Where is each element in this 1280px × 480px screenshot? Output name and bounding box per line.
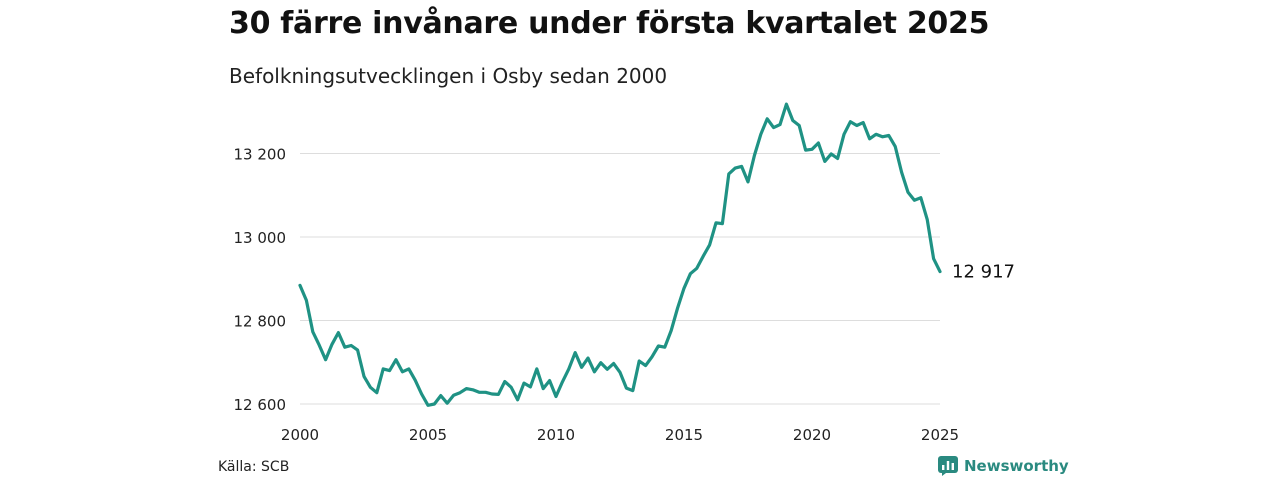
gridlines xyxy=(300,152,940,405)
y-tick-label: 13 200 xyxy=(234,145,287,163)
y-tick-label: 12 800 xyxy=(234,312,287,330)
chart-title: 30 färre invånare under första kvartalet… xyxy=(229,6,990,41)
x-axis-tick-labels: 2000 2005 2010 2015 2020 2025 xyxy=(281,426,959,444)
end-value-label: 12 917 xyxy=(952,262,1015,283)
x-tick-label: 2010 xyxy=(537,426,575,444)
x-tick-label: 2000 xyxy=(281,426,319,444)
y-axis-tick-labels: 12 600 12 800 13 000 13 200 xyxy=(234,145,287,414)
x-tick-label: 2025 xyxy=(921,426,959,444)
series-layer xyxy=(298,102,942,407)
source-note: Källa: SCB xyxy=(218,459,290,475)
newsworthy-logo-icon xyxy=(938,456,958,476)
brand-logo: Newsworthy xyxy=(938,456,1069,476)
end-value-layer: 12 917 xyxy=(952,262,1015,283)
y-tick-label: 12 600 xyxy=(234,396,287,414)
x-tick-label: 2020 xyxy=(793,426,831,444)
chart-subtitle: Befolkningsutvecklingen i Osby sedan 200… xyxy=(229,64,668,88)
series-line xyxy=(298,102,942,407)
brand-name: Newsworthy xyxy=(964,457,1069,475)
y-tick-label: 13 000 xyxy=(234,229,287,247)
x-tick-label: 2005 xyxy=(409,426,447,444)
x-tick-label: 2015 xyxy=(665,426,703,444)
